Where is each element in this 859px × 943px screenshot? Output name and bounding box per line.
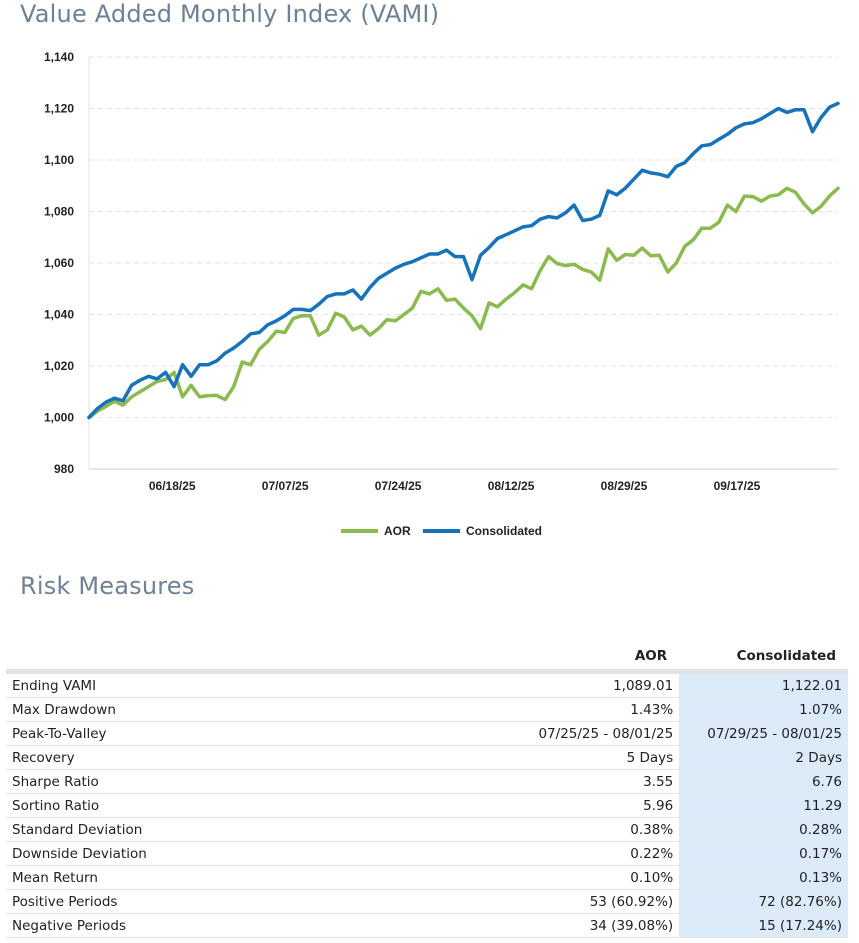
- row-label: Standard Deviation: [6, 817, 412, 842]
- consolidated-value: 0.17%: [679, 841, 848, 866]
- y-tick-label: 1,100: [44, 153, 74, 167]
- legend-label-aor[interactable]: AOR: [384, 524, 411, 538]
- x-tick-label: 07/07/25: [262, 479, 309, 493]
- y-axis: 980 1,000 1,020 1,040 1,060 1,080 1,100 1,120 1,…: [44, 50, 74, 476]
- consolidated-value: 1.07%: [679, 697, 848, 722]
- row-label: Mean Return: [6, 865, 412, 890]
- aor-value: 07/25/25 - 08/01/25: [411, 721, 680, 746]
- x-tick-label: 08/12/25: [488, 479, 535, 493]
- table-row: Recovery 5 Days 2 Days: [6, 745, 848, 770]
- consolidated-value: 1,122.01: [679, 671, 848, 698]
- chart-title: Value Added Monthly Index (VAMI): [20, 0, 440, 28]
- aor-value: 1.43%: [411, 697, 680, 722]
- series-line-aor: [87, 186, 840, 420]
- y-tick-label: 1,000: [44, 411, 74, 425]
- x-tick-label: 08/29/25: [601, 479, 648, 493]
- y-tick-label: 1,140: [44, 50, 74, 64]
- y-tick-label: 980: [54, 462, 74, 476]
- row-label: Recovery: [6, 745, 412, 770]
- row-label: Max Drawdown: [6, 697, 412, 722]
- y-tick-label: 1,020: [44, 359, 74, 373]
- vami-chart: 980 1,000 1,020 1,040 1,060 1,080 1,100 1,120 1,…: [44, 50, 840, 538]
- aor-value: 53 (60.92%): [411, 889, 680, 914]
- aor-value: 0.22%: [411, 841, 680, 866]
- x-axis: 06/18/25 07/07/25 07/24/25 08/12/25 08/29/25…: [149, 479, 761, 493]
- consolidated-value: 15 (17.24%): [679, 913, 848, 938]
- header-consolidated: Consolidated: [679, 642, 848, 674]
- consolidated-value: 0.13%: [679, 865, 848, 890]
- table-row: Negative Periods 34 (39.08%) 15 (17.24%): [6, 913, 848, 938]
- table-row: Mean Return 0.10% 0.13%: [6, 865, 848, 890]
- table-row: Ending VAMI 1,089.01 1,122.01: [6, 671, 848, 698]
- row-label: Peak-To-Valley: [6, 721, 412, 746]
- series-line-consolidated: [87, 101, 840, 420]
- aor-value: 3.55: [411, 769, 680, 794]
- table-header-row: AOR Consolidated: [6, 642, 848, 674]
- table-row: Positive Periods 53 (60.92%) 72 (82.76%): [6, 889, 848, 914]
- table-row: Sharpe Ratio 3.55 6.76: [6, 769, 848, 794]
- x-tick-label: 06/18/25: [149, 479, 196, 493]
- row-label: Negative Periods: [6, 913, 412, 938]
- consolidated-value: 72 (82.76%): [679, 889, 848, 914]
- legend-label-consolidated[interactable]: Consolidated: [466, 524, 542, 538]
- row-label: Positive Periods: [6, 889, 412, 914]
- row-label: Ending VAMI: [6, 671, 412, 698]
- y-tick-label: 1,080: [44, 205, 74, 219]
- grid-lines: [88, 56, 838, 470]
- header-aor: AOR: [411, 642, 680, 674]
- consolidated-value: 07/29/25 - 08/01/25: [679, 721, 848, 746]
- aor-value: 5 Days: [411, 745, 680, 770]
- aor-value: 1,089.01: [411, 671, 680, 698]
- aor-value: 0.10%: [411, 865, 680, 890]
- aor-value: 5.96: [411, 793, 680, 818]
- y-tick-label: 1,040: [44, 308, 74, 322]
- row-label: Sortino Ratio: [6, 793, 412, 818]
- table-row: Sortino Ratio 5.96 11.29: [6, 793, 848, 818]
- header-label: [6, 642, 412, 674]
- table-row: Peak-To-Valley 07/25/25 - 08/01/25 07/29/2…: [6, 721, 848, 746]
- series-lines: [87, 101, 840, 420]
- table-row: Standard Deviation 0.38% 0.28%: [6, 817, 848, 842]
- y-tick-label: 1,120: [44, 102, 74, 116]
- consolidated-value: 2 Days: [679, 745, 848, 770]
- risk-measures-title: Risk Measures: [20, 572, 195, 600]
- risk-measures-table: AOR Consolidated Ending VAMI 1,089.01 1,12…: [6, 642, 848, 938]
- row-label: Sharpe Ratio: [6, 769, 412, 794]
- consolidated-value: 11.29: [679, 793, 848, 818]
- aor-value: 34 (39.08%): [411, 913, 680, 938]
- x-tick-label: 07/24/25: [375, 479, 422, 493]
- row-label: Downside Deviation: [6, 841, 412, 866]
- table-row: Downside Deviation 0.22% 0.17%: [6, 841, 848, 866]
- aor-value: 0.38%: [411, 817, 680, 842]
- consolidated-value: 6.76: [679, 769, 848, 794]
- legend: AOR Consolidated: [341, 524, 542, 538]
- consolidated-value: 0.28%: [679, 817, 848, 842]
- table-row: Max Drawdown 1.43% 1.07%: [6, 697, 848, 722]
- y-tick-label: 1,060: [44, 256, 74, 270]
- x-tick-label: 09/17/25: [714, 479, 761, 493]
